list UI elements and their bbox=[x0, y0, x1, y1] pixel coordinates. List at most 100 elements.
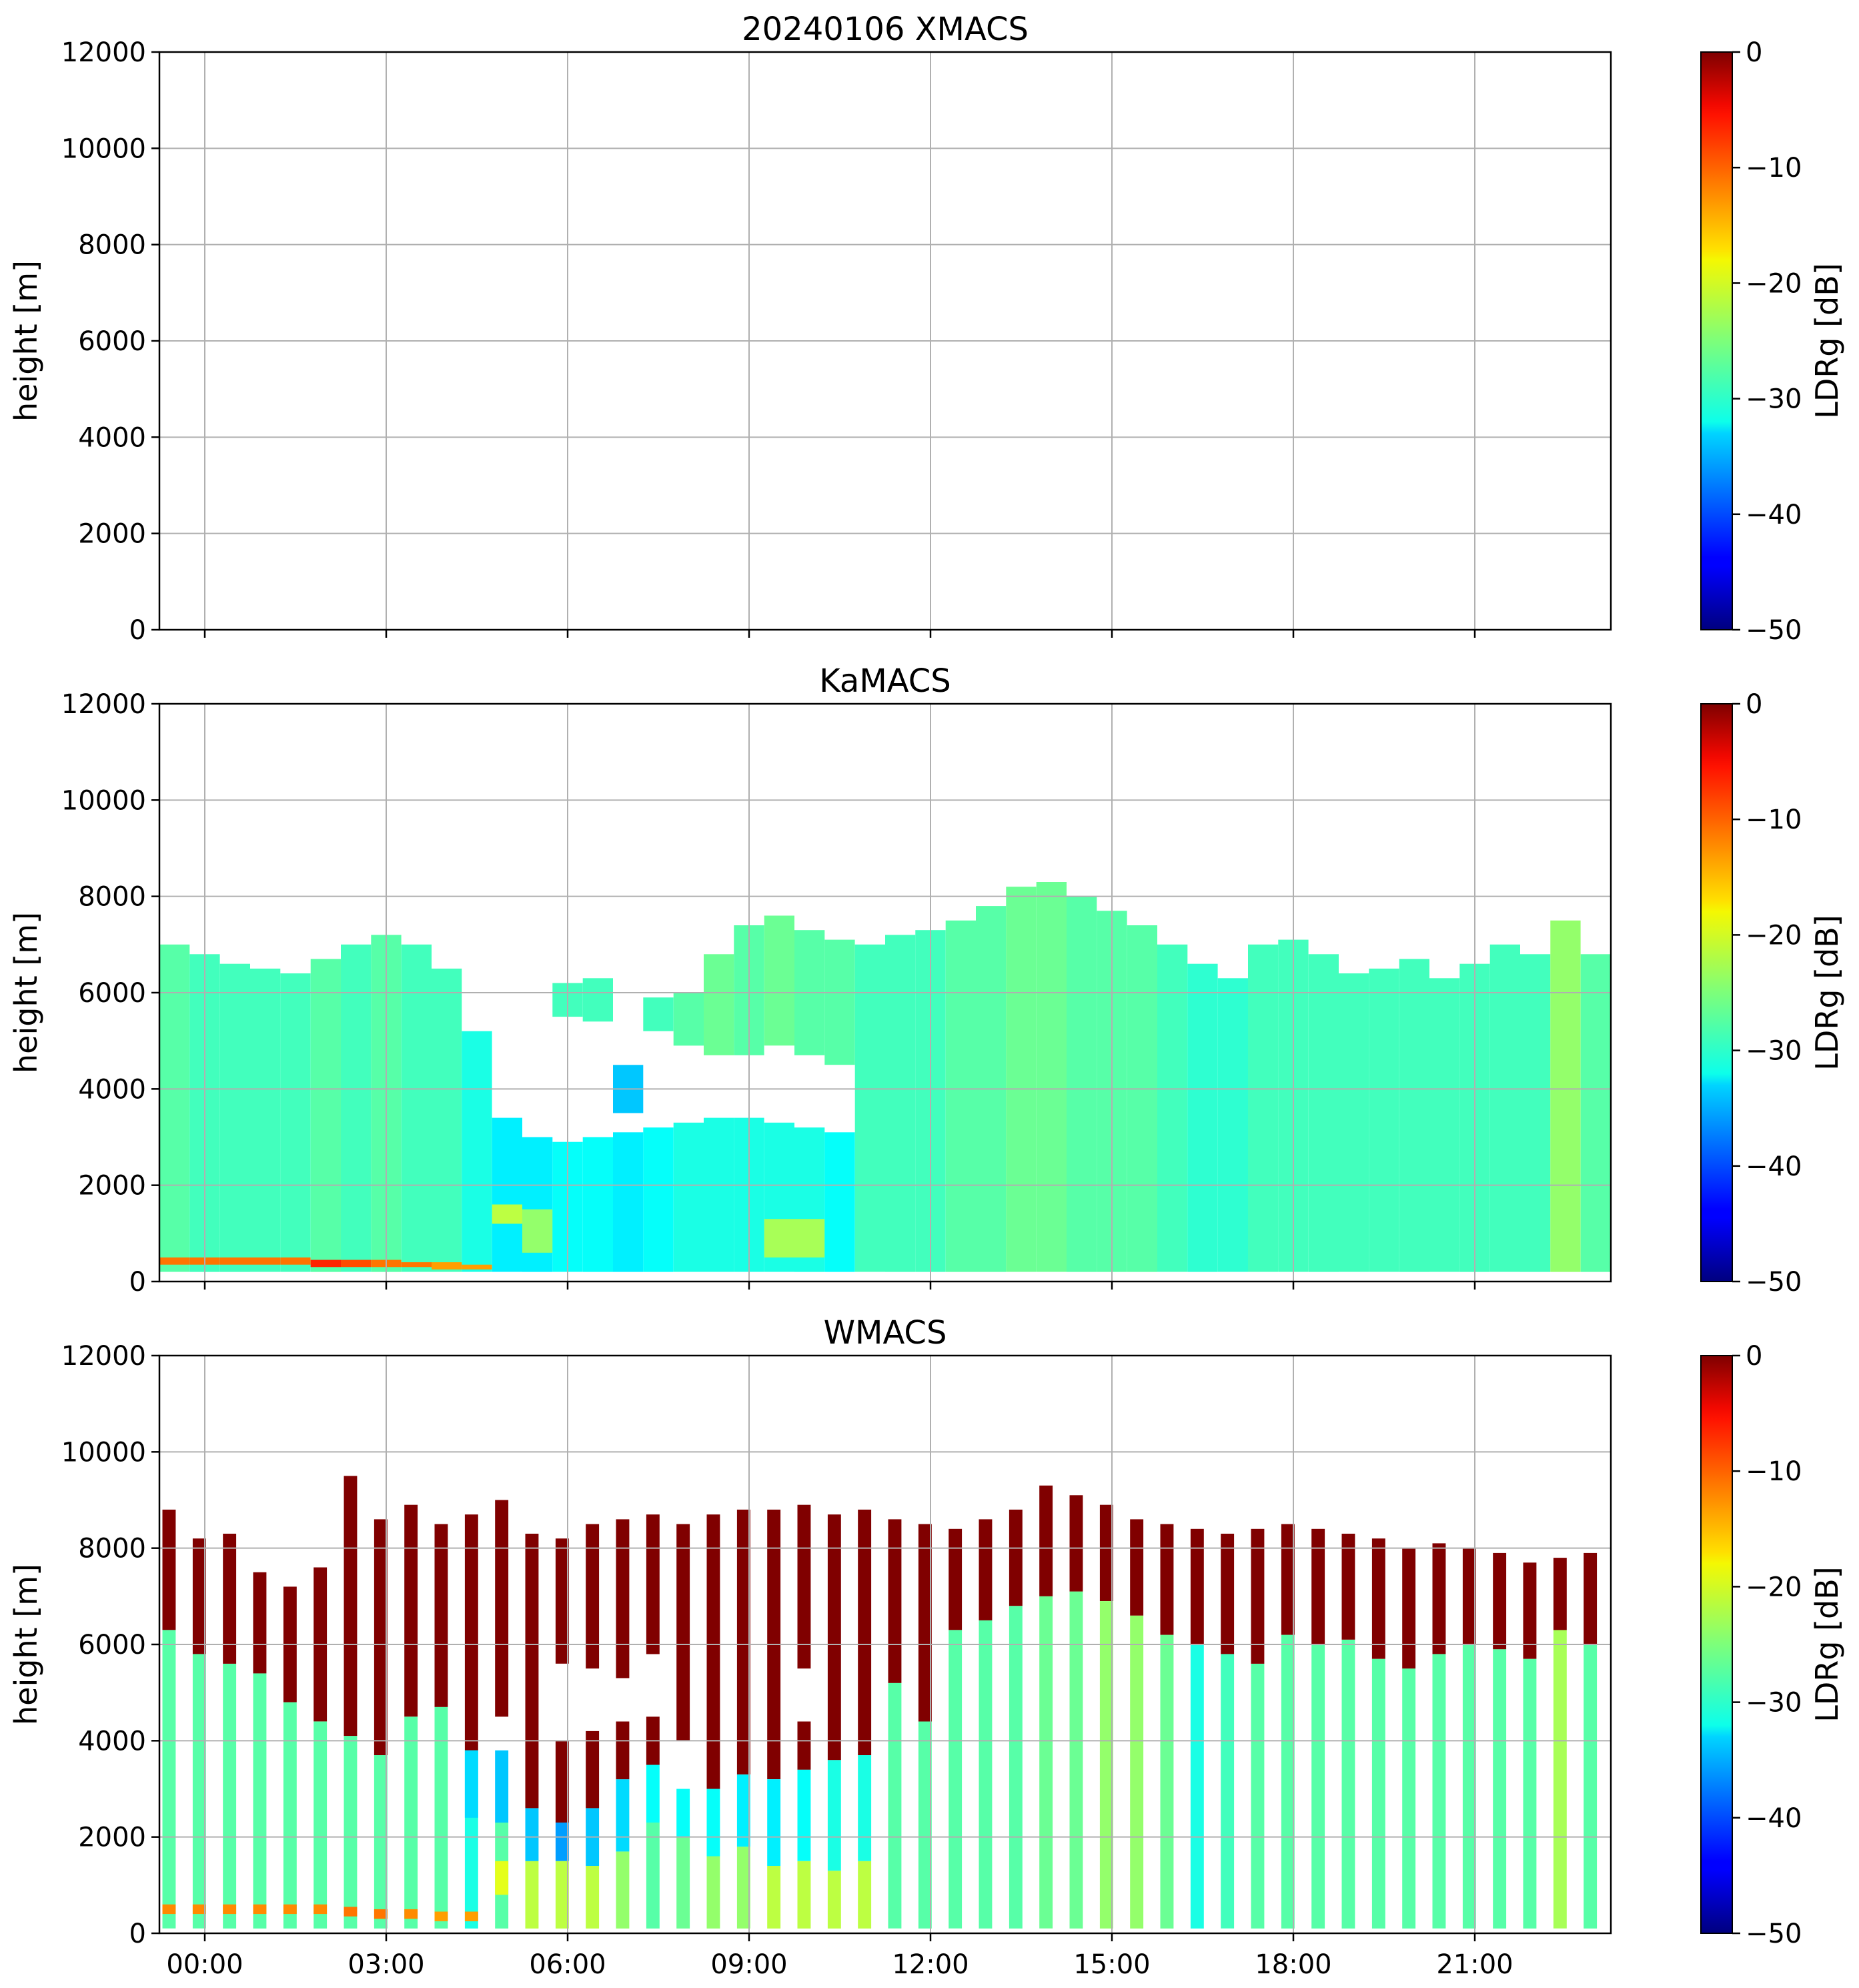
data-cell bbox=[764, 915, 794, 1046]
data-cell bbox=[492, 1117, 522, 1272]
data-cell bbox=[586, 1524, 600, 1669]
data-cell bbox=[858, 1861, 872, 1929]
colorbar-label: LDRg [dB] bbox=[1809, 1566, 1845, 1722]
data-cell bbox=[1311, 1644, 1325, 1929]
data-cell bbox=[918, 1721, 932, 1929]
data-cell bbox=[704, 1117, 734, 1272]
data-cell bbox=[827, 1514, 841, 1761]
data-cell bbox=[676, 1837, 690, 1929]
data-cell bbox=[858, 1755, 872, 1861]
data-cell bbox=[219, 1257, 250, 1265]
data-cell bbox=[1493, 1552, 1507, 1650]
data-cell bbox=[1039, 1485, 1053, 1596]
y-tick-label: 4000 bbox=[78, 1074, 146, 1105]
data-cell bbox=[1251, 1663, 1265, 1929]
colorbar-tick-label: −10 bbox=[1746, 805, 1802, 835]
data-cell bbox=[1523, 1562, 1537, 1659]
y-tick-label: 12000 bbox=[61, 689, 146, 720]
panel-2: 0 2000 4000 6000 8000 10000 12000 KaMACS height … bbox=[8, 662, 1845, 1298]
data-cell bbox=[1160, 1524, 1174, 1635]
data-cell bbox=[794, 1219, 825, 1258]
data-cell bbox=[582, 978, 613, 1022]
data-cell bbox=[162, 1904, 176, 1915]
data-cell bbox=[673, 1122, 704, 1272]
y-tick-label: 6000 bbox=[78, 326, 146, 357]
data-cell bbox=[555, 1538, 569, 1664]
colorbar: 0 −10 −20 −30 −40 −50 LDRg [dB] bbox=[1700, 1341, 1845, 1949]
y-tick-label: 8000 bbox=[78, 230, 146, 261]
data-cell bbox=[1308, 954, 1339, 1272]
data-cell bbox=[1493, 1649, 1507, 1929]
data-cell bbox=[495, 1750, 509, 1823]
x-tick-label: 15:00 bbox=[1073, 1949, 1150, 1980]
colorbar-tick-label: −50 bbox=[1746, 1267, 1802, 1298]
data-cell bbox=[1067, 896, 1097, 1272]
y-tick-label: 12000 bbox=[61, 1341, 146, 1372]
data-cell bbox=[736, 1774, 750, 1847]
x-tick-label: 12:00 bbox=[892, 1949, 969, 1980]
y-tick-label: 0 bbox=[129, 1919, 146, 1949]
colorbar-tick-label: −20 bbox=[1746, 268, 1802, 299]
data-cell bbox=[432, 968, 462, 1272]
x-tick-label: 03:00 bbox=[348, 1949, 424, 1980]
data-cell bbox=[434, 1524, 448, 1707]
data-cell bbox=[250, 968, 281, 1272]
data-cell bbox=[495, 1500, 509, 1717]
colorbar-tick-label: −30 bbox=[1746, 384, 1802, 415]
data-cell bbox=[253, 1904, 267, 1915]
data-cell bbox=[797, 1721, 811, 1770]
x-tick-label: 21:00 bbox=[1436, 1949, 1513, 1980]
data-cell bbox=[192, 1904, 206, 1915]
data-cell bbox=[1160, 1634, 1174, 1929]
data-cell bbox=[767, 1779, 781, 1866]
data-cell bbox=[643, 997, 674, 1031]
data-cell bbox=[1099, 1504, 1113, 1601]
data-cell bbox=[310, 1260, 341, 1268]
data-cell bbox=[706, 1789, 720, 1857]
y-axis-label: height [m] bbox=[8, 1564, 44, 1725]
colorbar-tick-label: −40 bbox=[1746, 1803, 1802, 1834]
data-cell bbox=[374, 1909, 388, 1919]
colorbar-tick-label: 0 bbox=[1746, 689, 1762, 720]
data-cell bbox=[1523, 1658, 1537, 1929]
data-cell bbox=[979, 1620, 993, 1929]
data-cell bbox=[1584, 1644, 1598, 1929]
data-cell bbox=[945, 920, 976, 1272]
data-cell bbox=[1520, 954, 1551, 1272]
data-cell bbox=[797, 1504, 811, 1669]
panel-title: KaMACS bbox=[819, 662, 951, 700]
data-cell bbox=[824, 939, 855, 1065]
data-cell bbox=[555, 1861, 569, 1929]
data-cell bbox=[1281, 1634, 1295, 1929]
data-cell bbox=[314, 1904, 328, 1915]
data-cell bbox=[888, 1519, 902, 1683]
data-cell bbox=[432, 1262, 462, 1270]
colorbar: 0 −10 −20 −30 −40 −50 LDRg [dB] bbox=[1700, 37, 1845, 646]
data-cell bbox=[643, 1127, 674, 1272]
data-cell bbox=[525, 1534, 539, 1809]
data-cell bbox=[1489, 944, 1520, 1272]
data-cell bbox=[283, 1702, 297, 1929]
data-cell bbox=[223, 1904, 237, 1915]
data-cell bbox=[1221, 1654, 1235, 1929]
data-cell bbox=[341, 1260, 372, 1268]
data-cell bbox=[582, 1137, 613, 1272]
data-cell bbox=[704, 954, 734, 1055]
data-cell bbox=[1462, 1644, 1476, 1929]
y-tick-label: 4000 bbox=[78, 1726, 146, 1757]
data-cell bbox=[283, 1904, 297, 1915]
y-tick-label: 0 bbox=[129, 615, 146, 646]
data-cell bbox=[525, 1808, 539, 1861]
data-cell bbox=[706, 1856, 720, 1929]
data-cell bbox=[341, 944, 372, 1272]
data-cell bbox=[797, 1769, 811, 1861]
colorbar-tick-label: −20 bbox=[1746, 1572, 1802, 1602]
y-tick-label: 10000 bbox=[61, 133, 146, 164]
data-cell bbox=[1009, 1509, 1023, 1606]
data-cell bbox=[1281, 1524, 1295, 1635]
data-cell bbox=[162, 1630, 176, 1929]
data-cell bbox=[159, 1257, 190, 1265]
y-tick-label: 2000 bbox=[78, 519, 146, 550]
data-cell bbox=[1432, 1654, 1446, 1929]
